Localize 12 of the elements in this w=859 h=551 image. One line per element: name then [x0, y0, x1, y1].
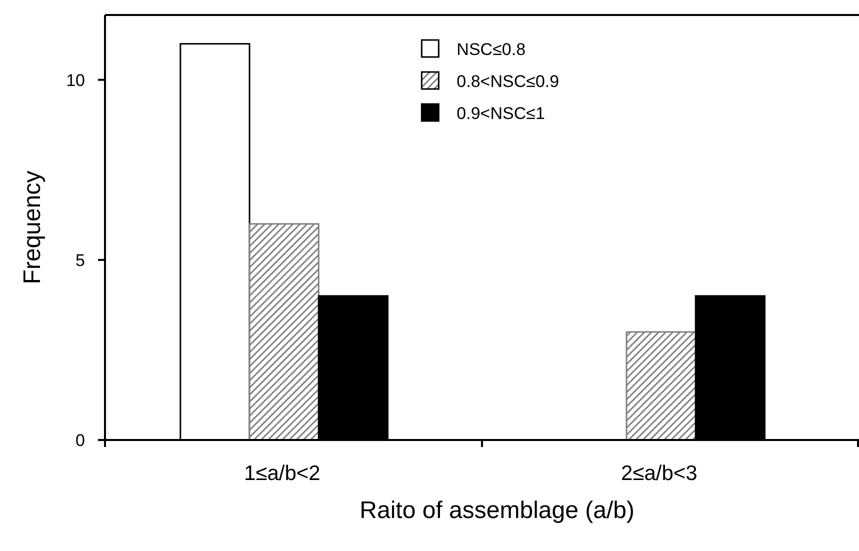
legend-label: NSC≤0.8 [456, 40, 526, 59]
x-tick-label: 2≤a/b<3 [621, 462, 698, 485]
y-tick-label: 5 [76, 250, 85, 270]
y-tick-label: 10 [66, 70, 85, 90]
bar [248, 223, 320, 441]
legend-label: 0.8<NSC≤0.9 [456, 72, 560, 91]
y-axis-title: Frequency [19, 170, 46, 284]
x-axis-title: Raito of assemblage (a/b) [360, 497, 634, 524]
bar [626, 331, 696, 441]
y-tick-label: 0 [76, 430, 85, 450]
legend-label: 0.9<NSC≤1 [456, 104, 545, 123]
x-tick-label: 1≤a/b<2 [244, 462, 320, 485]
